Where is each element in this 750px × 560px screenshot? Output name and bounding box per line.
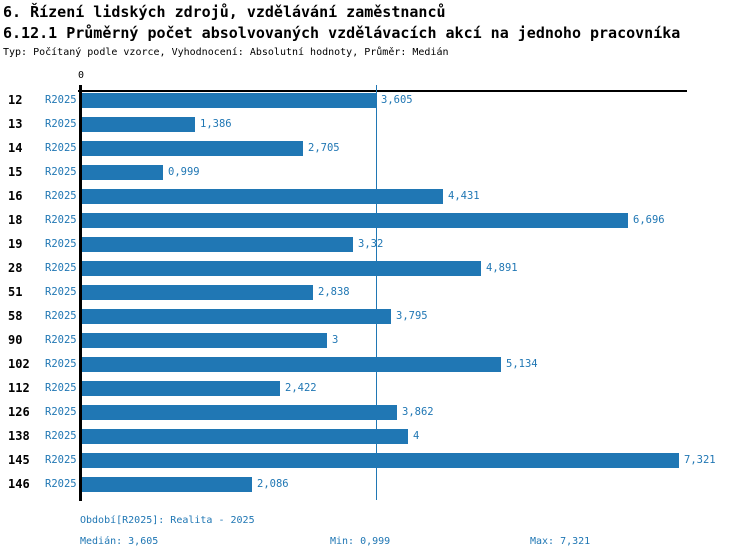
bar — [82, 357, 501, 372]
chart-row: 51 R2025 2,838 — [0, 285, 750, 300]
bar-value-label: 0,999 — [168, 166, 200, 178]
row-category-label: 138 — [8, 429, 30, 443]
row-series-label: R2025 — [45, 190, 77, 202]
bar-value-label: 4,891 — [486, 262, 518, 274]
row-series-label: R2025 — [45, 238, 77, 250]
chart-row: 90 R2025 3 — [0, 333, 750, 348]
bar-value-label: 1,386 — [200, 118, 232, 130]
row-series-label: R2025 — [45, 286, 77, 298]
row-category-label: 14 — [8, 141, 23, 155]
x-axis-zero-tick-label: 0 — [77, 70, 85, 81]
row-series-label: R2025 — [45, 334, 77, 346]
row-series-label: R2025 — [45, 118, 77, 130]
chart-row: 138 R2025 4 — [0, 429, 750, 444]
bar-value-label: 3 — [332, 334, 339, 346]
row-series-label: R2025 — [45, 358, 77, 370]
bar — [82, 477, 252, 492]
bar-value-label: 3,32 — [358, 238, 384, 250]
row-category-label: 19 — [8, 237, 23, 251]
bar — [82, 309, 391, 324]
bar-value-label: 2,838 — [318, 286, 350, 298]
bar — [82, 453, 679, 468]
bar-value-label: 3,605 — [381, 94, 413, 106]
bar — [82, 141, 303, 156]
row-category-label: 126 — [8, 405, 30, 419]
bar — [82, 165, 163, 180]
bar-value-label: 5,134 — [506, 358, 538, 370]
chart-row: 19 R2025 3,32 — [0, 237, 750, 252]
row-series-label: R2025 — [45, 430, 77, 442]
chart-row: 13 R2025 1,386 — [0, 117, 750, 132]
bar — [82, 285, 313, 300]
chart-row: 112 R2025 2,422 — [0, 381, 750, 396]
bar — [82, 429, 408, 444]
row-series-label: R2025 — [45, 382, 77, 394]
row-category-label: 28 — [8, 261, 23, 275]
footer-period: Období[R2025]: Realita - 2025 — [80, 515, 255, 526]
row-category-label: 18 — [8, 213, 23, 227]
row-category-label: 51 — [8, 285, 23, 299]
bar-value-label: 2,086 — [257, 478, 289, 490]
chart-row: 102 R2025 5,134 — [0, 357, 750, 372]
row-category-label: 58 — [8, 309, 23, 323]
row-series-label: R2025 — [45, 454, 77, 466]
row-category-label: 16 — [8, 189, 23, 203]
row-category-label: 15 — [8, 165, 23, 179]
bar — [82, 189, 443, 204]
row-series-label: R2025 — [45, 142, 77, 154]
x-axis-line — [78, 90, 687, 92]
chart-title: 6.12.1 Průměrný počet absolvovaných vzdě… — [3, 24, 681, 42]
bar — [82, 93, 376, 108]
bar — [82, 237, 353, 252]
chart-row: 15 R2025 0,999 — [0, 165, 750, 180]
row-series-label: R2025 — [45, 94, 77, 106]
row-series-label: R2025 — [45, 478, 77, 490]
chart-subtitle: Typ: Počítaný podle vzorce, Vyhodnocení:… — [3, 47, 449, 58]
bar — [82, 381, 280, 396]
chart-row: 12 R2025 3,605 — [0, 93, 750, 108]
bar — [82, 261, 481, 276]
median-line — [376, 85, 377, 500]
row-series-label: R2025 — [45, 166, 77, 178]
row-category-label: 112 — [8, 381, 30, 395]
bar-value-label: 6,696 — [633, 214, 665, 226]
row-category-label: 12 — [8, 93, 23, 107]
chart-row: 14 R2025 2,705 — [0, 141, 750, 156]
row-category-label: 146 — [8, 477, 30, 491]
bar-value-label: 2,705 — [308, 142, 340, 154]
chart-row: 146 R2025 2,086 — [0, 477, 750, 492]
row-series-label: R2025 — [45, 310, 77, 322]
bar-value-label: 4,431 — [448, 190, 480, 202]
bar — [82, 405, 397, 420]
bar-value-label: 4 — [413, 430, 420, 442]
footer-max-stat: Max: 7,321 — [530, 536, 591, 547]
footer-min-stat: Min: 0,999 — [330, 536, 391, 547]
chart-row: 58 R2025 3,795 — [0, 309, 750, 324]
chart-row: 145 R2025 7,321 — [0, 453, 750, 468]
row-series-label: R2025 — [45, 214, 77, 226]
bar-value-label: 7,321 — [684, 454, 716, 466]
bar — [82, 213, 628, 228]
chart-row: 16 R2025 4,431 — [0, 189, 750, 204]
y-axis-line — [79, 85, 82, 501]
report-section-title: 6. Řízení lidských zdrojů, vzdělávání za… — [3, 3, 446, 21]
row-series-label: R2025 — [45, 262, 77, 274]
row-category-label: 90 — [8, 333, 23, 347]
bar — [82, 117, 195, 132]
bar — [82, 333, 327, 348]
chart-row: 126 R2025 3,862 — [0, 405, 750, 420]
bar-value-label: 2,422 — [285, 382, 317, 394]
row-series-label: R2025 — [45, 406, 77, 418]
footer-median-stat: Medián: 3,605 — [80, 536, 159, 547]
chart-row: 28 R2025 4,891 — [0, 261, 750, 276]
chart-row: 18 R2025 6,696 — [0, 213, 750, 228]
row-category-label: 13 — [8, 117, 23, 131]
row-category-label: 102 — [8, 357, 30, 371]
bar-value-label: 3,795 — [396, 310, 428, 322]
bar-value-label: 3,862 — [402, 406, 434, 418]
row-category-label: 145 — [8, 453, 30, 467]
